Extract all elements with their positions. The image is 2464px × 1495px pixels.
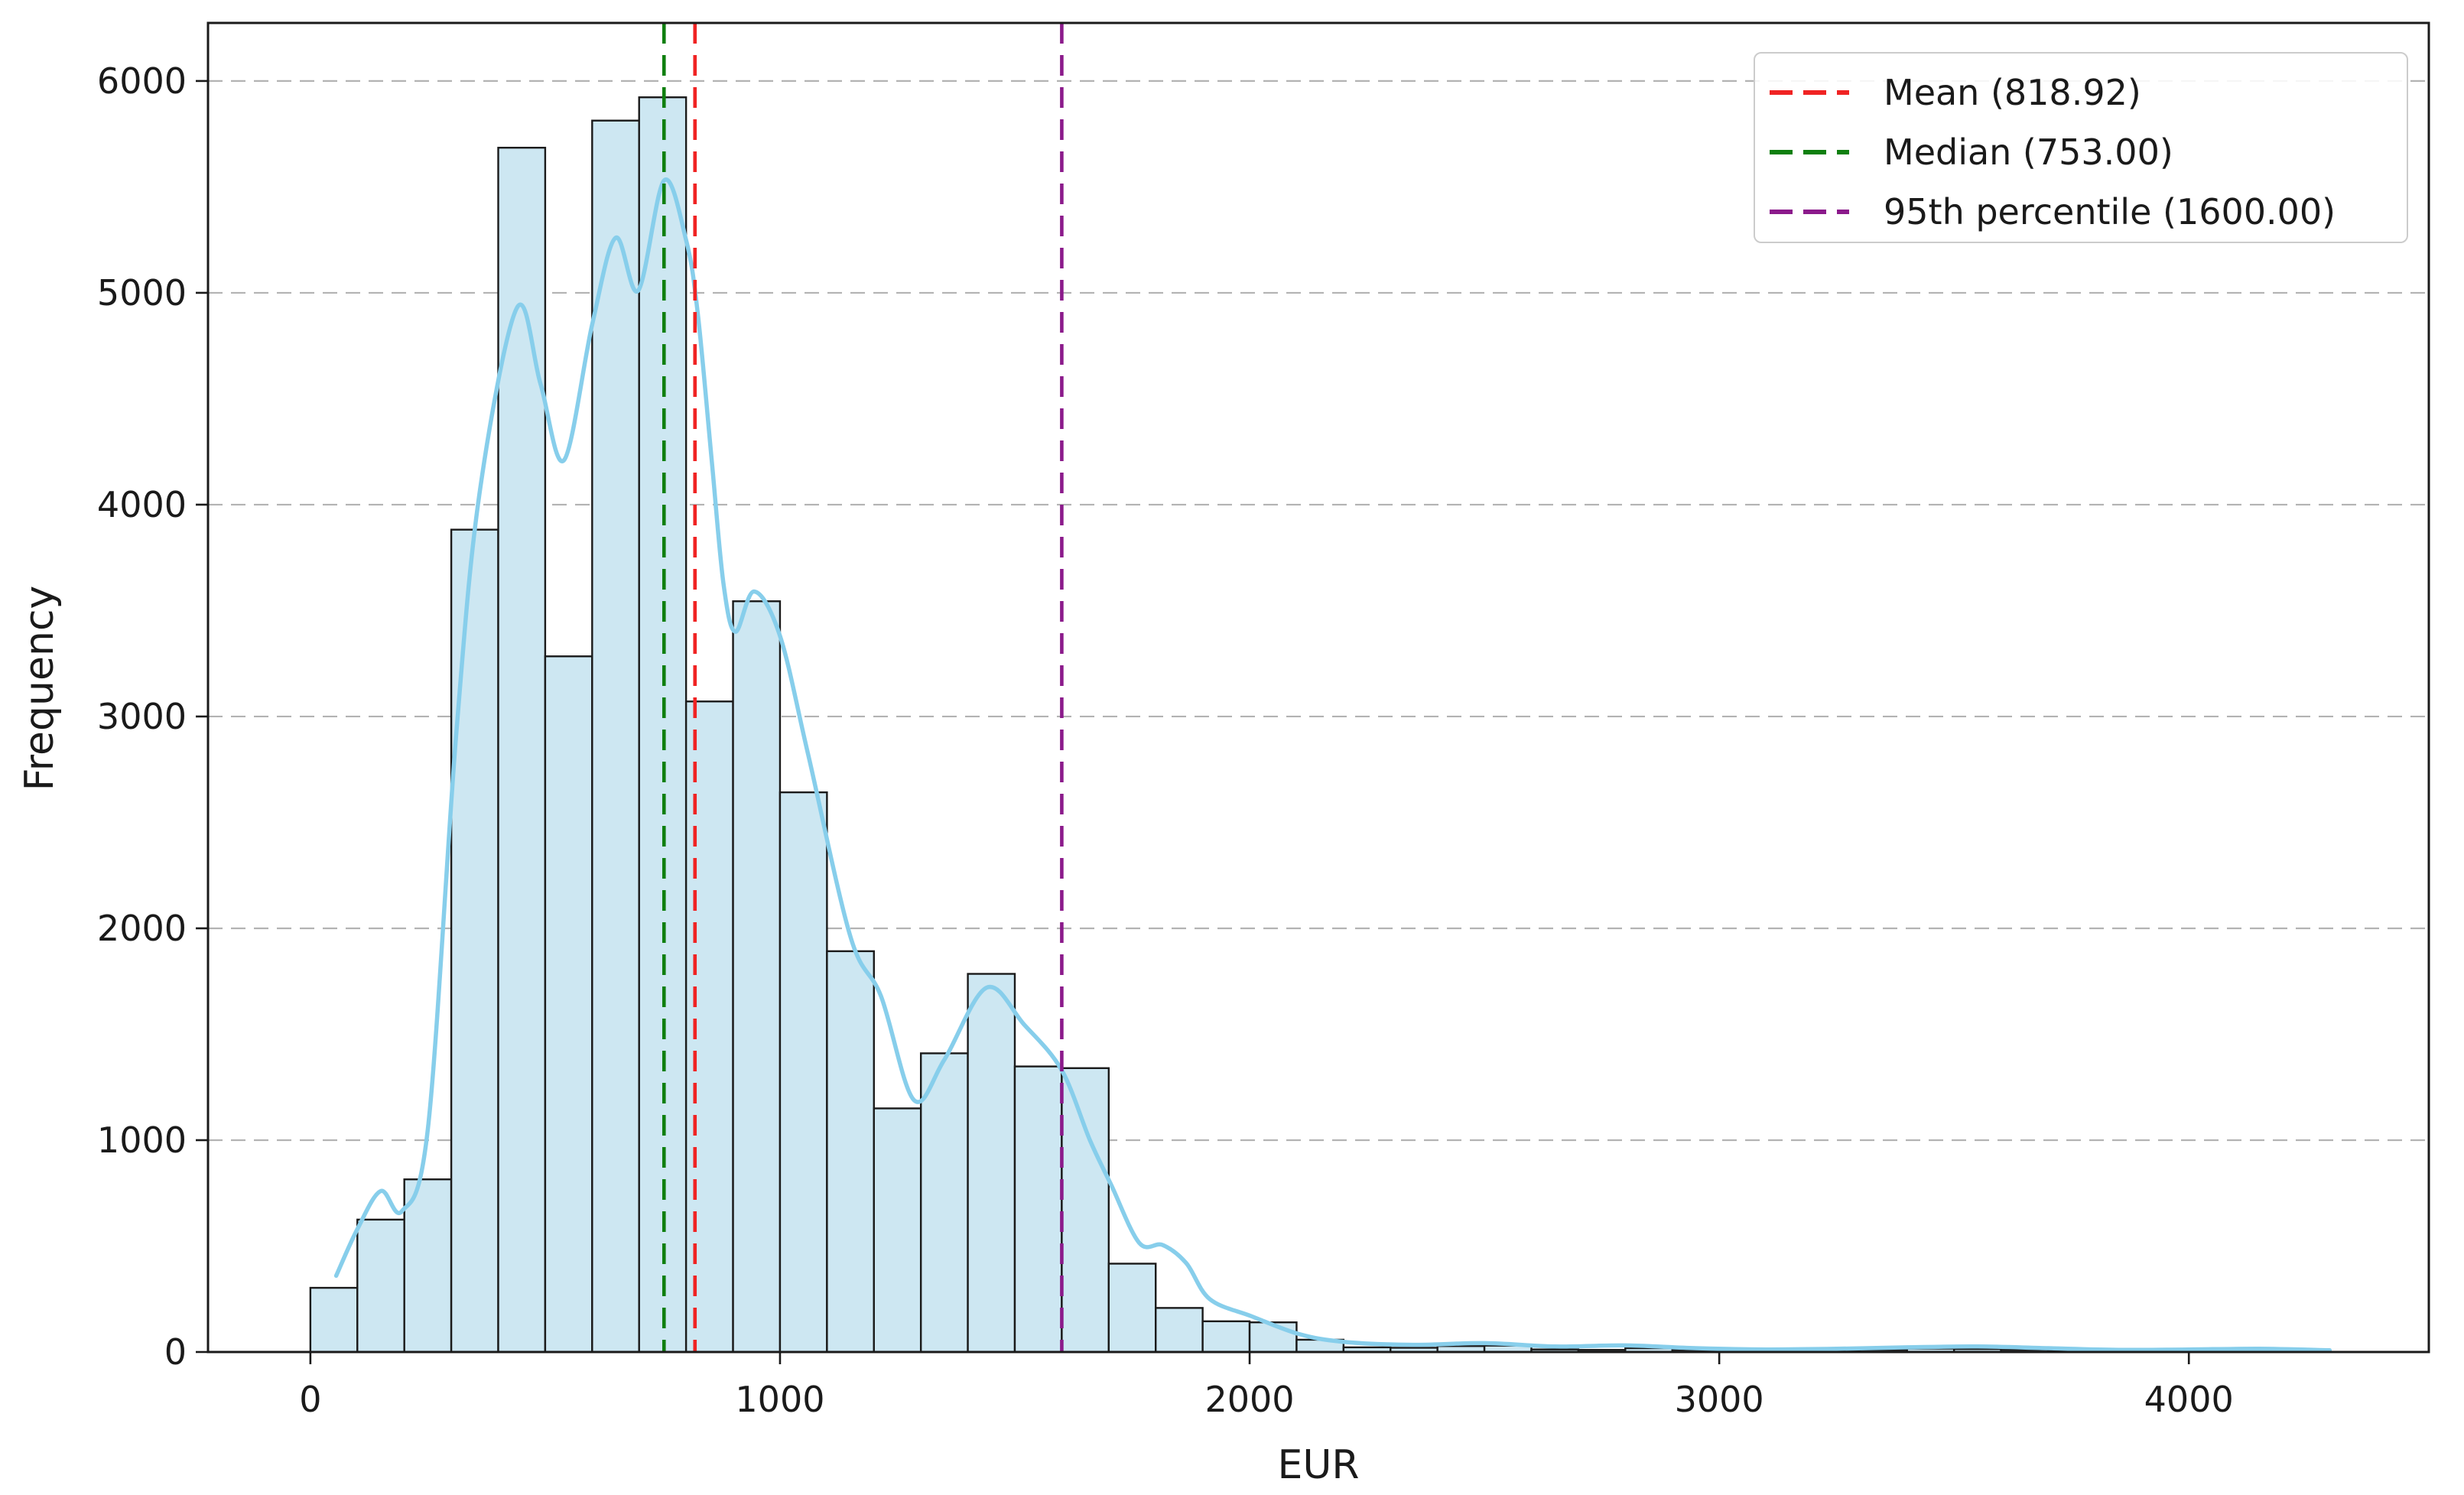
legend: Mean (818.92) Median (753.00) 95th perce… — [1754, 52, 2408, 243]
histogram-bar — [873, 1107, 922, 1354]
histogram-bar — [967, 973, 1016, 1354]
y-tick-label: 0 — [164, 1331, 187, 1373]
x-tick-label: 4000 — [2144, 1379, 2234, 1420]
kde-curve — [333, 177, 2332, 1353]
x-tick-label: 1000 — [735, 1379, 824, 1420]
legend-item-median: Median (753.00) — [1770, 122, 2407, 182]
y-tick-label: 2000 — [97, 908, 187, 949]
y-tick-label: 3000 — [97, 696, 187, 737]
histogram-bar — [403, 1178, 453, 1354]
y-tick-label: 5000 — [97, 272, 187, 314]
histogram-bar — [591, 119, 640, 1354]
histogram-bar — [684, 700, 734, 1354]
p95-dash-line-icon — [1770, 210, 1849, 214]
x-axis-label: EUR — [1277, 1442, 1360, 1488]
histogram-bar — [356, 1218, 405, 1354]
histogram-bar — [544, 655, 593, 1354]
histogram-bar — [826, 950, 875, 1354]
histogram-bar — [779, 791, 828, 1354]
y-axis-label: Frequency — [17, 585, 63, 791]
histogram-bar — [732, 600, 782, 1354]
histogram-bar — [450, 528, 499, 1354]
histogram-bar — [919, 1052, 969, 1354]
histogram-bar — [1201, 1320, 1251, 1354]
legend-item-mean: Mean (818.92) — [1770, 63, 2407, 122]
histogram-bar — [309, 1286, 359, 1354]
legend-label-median: Median (753.00) — [1884, 132, 2173, 173]
x-tick-label: 2000 — [1204, 1379, 1294, 1420]
histogram-bar — [1107, 1263, 1157, 1354]
plot-border — [206, 21, 2430, 1354]
legend-label-mean: Mean (818.92) — [1884, 72, 2141, 113]
legend-label-p95: 95th percentile (1600.00) — [1884, 191, 2336, 232]
legend-item-p95: 95th percentile (1600.00) — [1770, 182, 2407, 242]
histogram-bar — [1061, 1067, 1110, 1354]
y-tick-label: 1000 — [97, 1120, 187, 1161]
x-tick-label: 3000 — [1675, 1379, 1764, 1420]
mean-dash-line-icon — [1770, 90, 1849, 95]
histogram-bar — [1155, 1307, 1204, 1354]
median-dash-line-icon — [1770, 150, 1849, 154]
y-tick-label: 4000 — [97, 484, 187, 525]
x-tick-label: 0 — [299, 1379, 321, 1420]
y-tick-label: 6000 — [97, 60, 187, 102]
histogram-bar — [1013, 1065, 1063, 1354]
histogram-bar — [497, 146, 547, 1354]
